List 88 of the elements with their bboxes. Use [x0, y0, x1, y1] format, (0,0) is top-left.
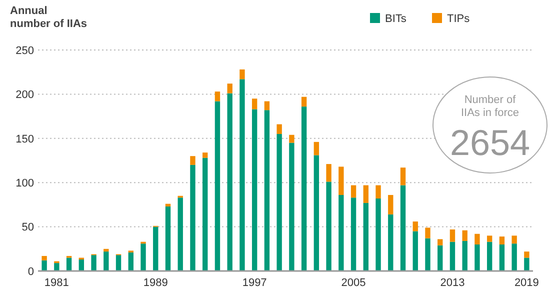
- bar: [486, 236, 492, 242]
- bar: [202, 158, 208, 271]
- y-tick-label: 50: [22, 222, 34, 234]
- bar: [190, 164, 196, 271]
- bar: [450, 242, 456, 271]
- x-tick-label: 2013: [440, 277, 465, 289]
- bar: [425, 238, 430, 271]
- bar: [338, 194, 344, 271]
- bar: [54, 263, 60, 271]
- bar: [314, 142, 320, 156]
- bar: [462, 230, 468, 241]
- bar: [104, 248, 109, 252]
- bar: [289, 134, 294, 143]
- bar: [438, 245, 443, 271]
- bar: [400, 185, 406, 271]
- bar: [350, 198, 356, 271]
- bar: [425, 228, 430, 238]
- bar: [326, 182, 332, 271]
- bar: [264, 101, 270, 110]
- bar: [314, 155, 320, 271]
- bar: [524, 252, 530, 258]
- bar: [524, 258, 530, 271]
- bar: [252, 98, 258, 110]
- bar: [165, 206, 171, 271]
- bar: [363, 185, 368, 203]
- bar: [91, 255, 96, 271]
- bar: [400, 168, 406, 186]
- bar: [276, 134, 282, 271]
- bar: [499, 236, 505, 244]
- bar: [190, 156, 196, 165]
- bar: [214, 92, 220, 102]
- bar: [153, 226, 158, 271]
- bar: [128, 252, 134, 271]
- bar: [499, 244, 505, 271]
- bar: [376, 198, 381, 271]
- bar: [301, 96, 307, 107]
- bar: [202, 152, 208, 158]
- bar: [42, 256, 47, 260]
- x-tick-label: 1997: [242, 277, 267, 289]
- bar: [66, 258, 72, 271]
- bar: [165, 204, 171, 206]
- x-tick-label: 1989: [143, 277, 168, 289]
- legend-label: TIPs: [447, 13, 470, 25]
- bar: [301, 106, 307, 271]
- y-axis-title: Annual number of IIAs: [10, 5, 88, 30]
- bar: [264, 110, 270, 271]
- bar: [227, 93, 232, 271]
- y-tick-label: 150: [16, 133, 34, 146]
- bar: [376, 185, 381, 199]
- bar: [462, 240, 468, 271]
- x-tick-label: 1981: [44, 277, 69, 289]
- bar: [227, 84, 232, 94]
- bar: [42, 260, 47, 271]
- bar: [178, 198, 183, 271]
- bar: [512, 244, 517, 271]
- bar: [474, 234, 480, 244]
- bar: [214, 101, 220, 271]
- bar: [438, 239, 443, 246]
- y-tick-label: 0: [28, 266, 34, 278]
- bar: [140, 244, 146, 271]
- bar: [412, 231, 418, 271]
- bar: [78, 260, 84, 271]
- bar: [276, 124, 282, 134]
- bar: [512, 236, 517, 244]
- bar: [412, 221, 418, 232]
- annotation: 2654: [450, 122, 530, 163]
- bar: [474, 244, 480, 271]
- y-tick-label: 250: [16, 44, 34, 57]
- bar: [252, 109, 258, 271]
- bar: [338, 166, 344, 195]
- bar: [326, 164, 332, 182]
- bar: [350, 185, 356, 198]
- bar: [388, 214, 394, 271]
- bar: [104, 252, 109, 271]
- legend-label: BITs: [385, 13, 407, 25]
- annotation: Number of IIAs in force: [460, 94, 520, 119]
- y-tick-label: 100: [16, 177, 34, 190]
- bar: [116, 255, 122, 271]
- bar: [450, 229, 456, 242]
- bar: [240, 79, 245, 271]
- bar: [289, 142, 294, 271]
- y-tick-label: 200: [16, 89, 34, 102]
- x-tick-label: 2019: [514, 277, 539, 289]
- x-tick-label: 2005: [341, 277, 366, 289]
- bar: [240, 69, 245, 80]
- bar: [363, 202, 368, 271]
- bar: [388, 194, 394, 214]
- bar: [486, 242, 492, 271]
